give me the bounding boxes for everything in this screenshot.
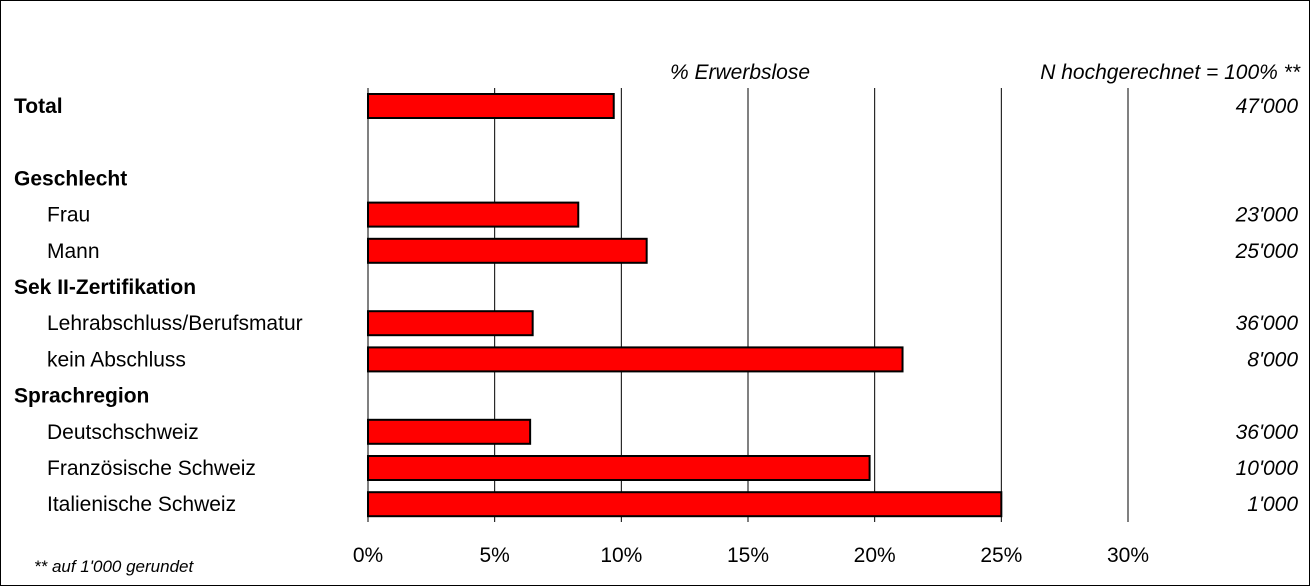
bar <box>367 93 615 119</box>
x-tick-label: 20% <box>854 544 896 567</box>
n-value-label: 25'000 <box>1235 240 1299 263</box>
bar <box>367 201 580 228</box>
row-label: Französische Schweiz <box>47 457 256 480</box>
bar <box>367 418 532 445</box>
row-label: Frau <box>47 204 90 227</box>
row-labels: Total Geschlecht Frau Mann Sek II-Zertifikat… <box>14 95 303 516</box>
n-value-label: 47'000 <box>1236 95 1299 118</box>
n-header: N hochgerechnet = 100% ** <box>1040 61 1301 84</box>
bars <box>367 93 1003 518</box>
row-header-label: Geschlecht <box>14 167 127 190</box>
n-value-label: 36'000 <box>1236 312 1299 335</box>
n-values: 47'000 23'000 25'000 36'000 8'000 36'000 10'00… <box>1235 95 1299 516</box>
bar <box>367 346 904 373</box>
x-tick-label: 30% <box>1107 544 1149 567</box>
row-label: Deutschschweiz <box>47 421 199 444</box>
chart-title: % Erwerbslose <box>670 61 810 84</box>
row-label: Italienische Schweiz <box>47 493 236 516</box>
row-label: Lehrabschluss/Berufsmatur <box>47 312 303 335</box>
x-tick-label: 25% <box>980 544 1022 567</box>
bar <box>367 310 534 337</box>
x-tick-label: 5% <box>479 544 509 567</box>
x-tick-label: 10% <box>600 544 642 567</box>
n-value-label: 10'000 <box>1236 457 1299 480</box>
footnote: ** auf 1'000 gerundet <box>34 557 194 576</box>
row-label: Mann <box>47 240 100 263</box>
x-tick-label: 15% <box>727 544 769 567</box>
n-value-label: 1'000 <box>1247 493 1298 516</box>
bar <box>367 455 871 481</box>
x-tick-label: 0% <box>353 544 383 567</box>
row-header-label: Total <box>14 95 63 118</box>
row-label: kein Abschluss <box>47 348 186 371</box>
row-header-label: Sprachregion <box>14 385 149 408</box>
bar <box>367 491 1003 518</box>
grid <box>367 88 1129 522</box>
n-value-label: 8'000 <box>1247 348 1298 371</box>
n-value-label: 36'000 <box>1236 421 1299 444</box>
row-header-label: Sek II-Zertifikation <box>14 276 196 299</box>
bar <box>367 237 648 264</box>
n-value-label: 23'000 <box>1235 204 1299 227</box>
x-axis-ticks: 0% 5% 10% 15% 20% 25% 30% <box>353 544 1149 567</box>
